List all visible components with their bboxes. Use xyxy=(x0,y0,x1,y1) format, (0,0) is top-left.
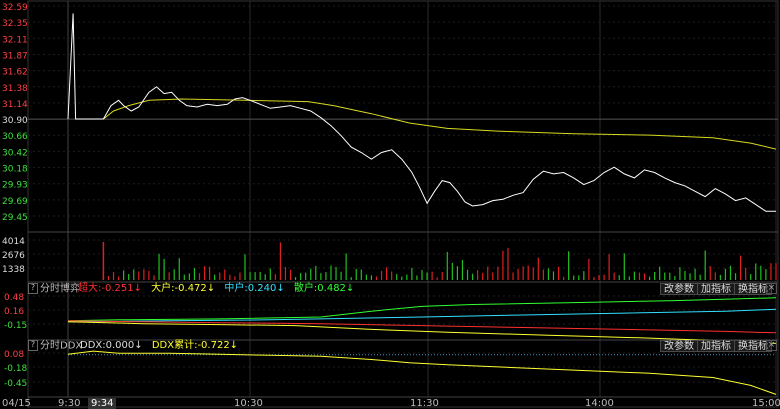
price-line xyxy=(67,13,776,212)
ddx-legend: DDX:0.000↓ DDX累计:-0.722↓ xyxy=(80,340,238,352)
ddx-panel-label: 分时DDX xyxy=(40,340,83,352)
price-tick-label: 32.11 xyxy=(2,35,28,45)
ddx-series-line xyxy=(67,350,777,395)
volume-tick-label: 1338 xyxy=(2,265,25,275)
time-label-1500: 15:00 xyxy=(752,398,780,409)
legend-chaoda: 超大:-0.251↓ xyxy=(78,283,142,294)
cursor-time-label: 9:34 xyxy=(88,398,117,409)
price-axis-labels: 32.59 32.35 32.11 31.87 31.62 31.38 31.14 30.90… xyxy=(2,3,28,223)
boyi-legend: 超大:-0.251↓ 大户:-0.472↓ 中户:0.240↓ 散户:0.482… xyxy=(78,283,354,295)
ddx-axis-labels: 0.08 -0.18 -0.45 xyxy=(4,350,28,389)
legend-ddx-cum: DDX累计:-0.722↓ xyxy=(151,340,239,351)
boyi-close-icon[interactable]: × xyxy=(766,283,777,294)
price-tick-label: 29.93 xyxy=(2,181,28,191)
price-tick-label: 30.90 xyxy=(2,116,28,126)
boyi-add-indicator-button[interactable]: 加指标 xyxy=(697,283,735,295)
ddx-switch-indicator-button[interactable]: 换指标 xyxy=(734,340,772,352)
price-tick-label: 30.42 xyxy=(2,148,28,158)
boyi-change-params-button[interactable]: 改参数 xyxy=(660,283,698,295)
boyi-panel-label: 分时博弈 xyxy=(40,283,80,295)
boyi-panel-header: ? 分时博弈 xyxy=(28,283,80,296)
boyi-series-line xyxy=(67,321,777,344)
volume-bars xyxy=(102,242,777,280)
price-tick-label: 31.87 xyxy=(2,51,28,61)
price-tick-label: 30.66 xyxy=(2,132,28,142)
price-tick-label: 31.38 xyxy=(2,84,28,94)
help-icon[interactable]: ? xyxy=(28,340,38,351)
time-label-1400: 14:00 xyxy=(585,398,614,409)
volume-tick-label: 4014 xyxy=(2,237,25,247)
boyi-lines xyxy=(67,297,777,344)
boyi-series-line xyxy=(67,320,777,334)
legend-zhonghu: 中户:0.240↓ xyxy=(224,283,285,294)
boyi-switch-indicator-button[interactable]: 换指标 xyxy=(734,283,772,295)
boyi-series-line xyxy=(67,308,777,323)
help-icon[interactable]: ? xyxy=(28,283,38,294)
price-tick-label: 29.45 xyxy=(2,213,28,223)
ddx-add-indicator-button[interactable]: 加指标 xyxy=(697,340,735,352)
boyi-tick-label: 0.16 xyxy=(4,307,24,317)
boyi-axis-labels: 0.48 0.16 -0.15 xyxy=(4,293,27,331)
ddx-close-icon[interactable]: × xyxy=(766,340,777,351)
boyi-series-line xyxy=(67,297,777,322)
ddx-lines xyxy=(67,350,777,395)
ddx-change-params-button[interactable]: 改参数 xyxy=(660,340,698,352)
price-tick-label: 29.69 xyxy=(2,197,28,207)
legend-sanhu: 散户:0.482↓ xyxy=(293,283,355,294)
date-label: 04/15 xyxy=(2,398,31,409)
ddx-tick-label: 0.08 xyxy=(4,350,24,360)
time-label-0930: 9:30 xyxy=(58,398,81,409)
boyi-tick-label: -0.15 xyxy=(4,321,27,331)
ddx-tick-label: -0.45 xyxy=(4,379,27,389)
time-label-1130: 11:30 xyxy=(410,398,439,409)
ddx-tick-label: -0.18 xyxy=(4,364,28,374)
price-tick-label: 31.62 xyxy=(2,68,28,78)
boyi-tick-label: 0.48 xyxy=(4,293,24,303)
price-tick-label: 30.18 xyxy=(2,165,28,175)
legend-ddx: DDX:0.000↓ xyxy=(80,340,143,351)
time-label-1030: 10:30 xyxy=(234,398,263,409)
price-tick-label: 32.59 xyxy=(2,3,28,13)
average-price-line xyxy=(103,98,777,150)
price-tick-label: 31.14 xyxy=(2,100,28,110)
chart-grid xyxy=(27,0,779,408)
volume-axis-labels: 4014 2676 1338 xyxy=(2,237,25,275)
volume-tick-label: 2676 xyxy=(2,251,25,261)
price-tick-label: 32.35 xyxy=(2,19,28,29)
ddx-panel-header: ? 分时DDX xyxy=(28,340,82,353)
legend-dahu: 大户:-0.472↓ xyxy=(151,283,216,294)
